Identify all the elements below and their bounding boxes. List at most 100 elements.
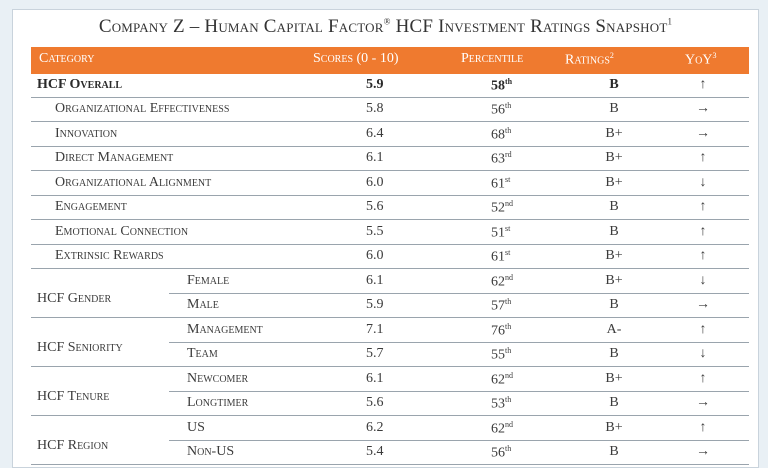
row-divider <box>169 440 749 441</box>
row-label: Direct Management <box>55 150 174 165</box>
table-row: Management 7.1 76th A- ↑ <box>31 319 749 343</box>
row-score: 5.6 <box>366 395 384 410</box>
percentile-value: 51 <box>491 225 505 241</box>
header-yoy: YoY3 <box>685 51 716 69</box>
row-divider <box>31 97 749 98</box>
yoy-footnote: 3 <box>712 51 717 60</box>
row-divider <box>169 342 749 343</box>
yoy-arrow-icon: → <box>696 297 710 312</box>
percentile-value: 61 <box>491 176 505 192</box>
row-rating: B <box>609 297 619 312</box>
table-header: Category Scores (0 - 10) Percentile Rati… <box>31 47 749 74</box>
percentile-value: 62 <box>491 274 505 290</box>
table-row: Engagement 5.6 52nd B ↑ <box>31 196 749 220</box>
table-row: Team 5.7 55th B ↓ <box>31 343 749 367</box>
percentile-suffix: th <box>505 322 512 331</box>
row-percentile: 53th <box>491 395 511 413</box>
row-score: 5.5 <box>366 224 384 239</box>
yoy-arrow-icon: ↑ <box>699 371 707 386</box>
row-label: HCF Overall <box>37 77 123 92</box>
group-label: HCF Tenure <box>37 389 110 404</box>
header-percentile: Percentile <box>461 51 524 66</box>
row-divider <box>31 268 749 269</box>
yoy-arrow-icon: ↑ <box>699 224 707 239</box>
percentile-value: 76 <box>491 323 505 339</box>
header-scores: Scores (0 - 10) <box>313 51 399 66</box>
yoy-arrow-icon: ↓ <box>699 175 707 190</box>
row-rating: B <box>609 224 619 239</box>
row-score: 6.0 <box>366 248 384 263</box>
percentile-value: 62 <box>491 372 505 388</box>
row-divider <box>31 121 749 122</box>
row-divider <box>31 146 749 147</box>
table-row: US 6.2 62nd B+ ↑ <box>31 417 749 441</box>
row-label: Female <box>187 273 230 288</box>
yoy-arrow-icon: ↑ <box>699 77 707 92</box>
row-percentile: 52nd <box>491 199 513 217</box>
row-score: 6.2 <box>366 420 384 435</box>
header-category: Category <box>39 51 95 66</box>
row-rating: B+ <box>605 126 623 141</box>
row-label: Non-US <box>187 444 235 459</box>
table-row: Longtimer 5.6 53th B → <box>31 392 749 416</box>
percentile-suffix: st <box>505 248 511 257</box>
row-rating: B+ <box>605 371 623 386</box>
row-label: Organizational Alignment <box>55 175 212 190</box>
row-score: 5.7 <box>366 346 384 361</box>
row-percentile: 56th <box>491 101 511 119</box>
row-rating: A- <box>606 322 622 337</box>
table-row: Emotional Connection 5.5 51st B ↑ <box>31 221 749 245</box>
table-row: Direct Management 6.1 63rd B+ ↑ <box>31 147 749 171</box>
row-divider <box>31 415 749 416</box>
percentile-value: 63 <box>491 151 505 167</box>
row-rating: B <box>609 77 619 92</box>
percentile-value: 68 <box>491 127 505 143</box>
percentile-suffix: st <box>505 175 511 184</box>
row-divider <box>31 464 749 465</box>
percentile-value: 53 <box>491 396 505 412</box>
row-rating: B+ <box>605 273 623 288</box>
title-text: Company Z – Human Capital Factor <box>98 16 384 37</box>
percentile-suffix: th <box>505 101 512 110</box>
row-divider <box>31 366 749 367</box>
row-label: Emotional Connection <box>55 224 189 239</box>
row-label: Engagement <box>55 199 127 214</box>
row-score: 6.4 <box>366 126 384 141</box>
table-row: Newcomer 6.1 62nd B+ ↑ <box>31 368 749 392</box>
row-divider <box>31 195 749 196</box>
table-row: Organizational Alignment 6.0 61st B+ ↓ <box>31 172 749 196</box>
percentile-suffix: nd <box>505 199 513 208</box>
row-label: Management <box>187 322 263 337</box>
percentile-suffix: th <box>505 395 512 404</box>
row-label: Male <box>187 297 219 312</box>
percentile-suffix: th <box>505 297 512 306</box>
row-percentile: 56th <box>491 444 511 462</box>
row-score: 6.1 <box>366 371 384 386</box>
table-row: HCF Overall 5.9 58th B ↑ <box>31 74 749 98</box>
percentile-value: 62 <box>491 421 505 437</box>
title-rest: HCF Investment Ratings Snapshot <box>390 16 668 37</box>
row-score: 6.1 <box>366 150 384 165</box>
row-divider <box>31 244 749 245</box>
percentile-suffix: th <box>505 126 512 135</box>
percentile-value: 56 <box>491 102 505 118</box>
yoy-arrow-icon: ↑ <box>699 248 707 263</box>
row-score: 6.0 <box>366 175 384 190</box>
row-percentile: 62nd <box>491 371 513 389</box>
table-row: Extrinsic Rewards 6.0 61st B+ ↑ <box>31 245 749 269</box>
percentile-value: 55 <box>491 347 505 363</box>
row-divider <box>31 170 749 171</box>
row-label: Extrinsic Rewards <box>55 248 164 263</box>
row-percentile: 76th <box>491 322 511 340</box>
percentile-value: 57 <box>491 298 505 314</box>
group-label: HCF Region <box>37 438 109 453</box>
row-rating: B <box>609 199 619 214</box>
row-rating: B+ <box>605 150 623 165</box>
row-label: Organizational Effectiveness <box>55 101 230 116</box>
percentile-value: 52 <box>491 200 505 216</box>
percentile-suffix: th <box>505 444 512 453</box>
row-score: 7.1 <box>366 322 384 337</box>
percentile-suffix: th <box>505 77 513 86</box>
yoy-arrow-icon: ↑ <box>699 420 707 435</box>
percentile-value: 61 <box>491 249 505 265</box>
